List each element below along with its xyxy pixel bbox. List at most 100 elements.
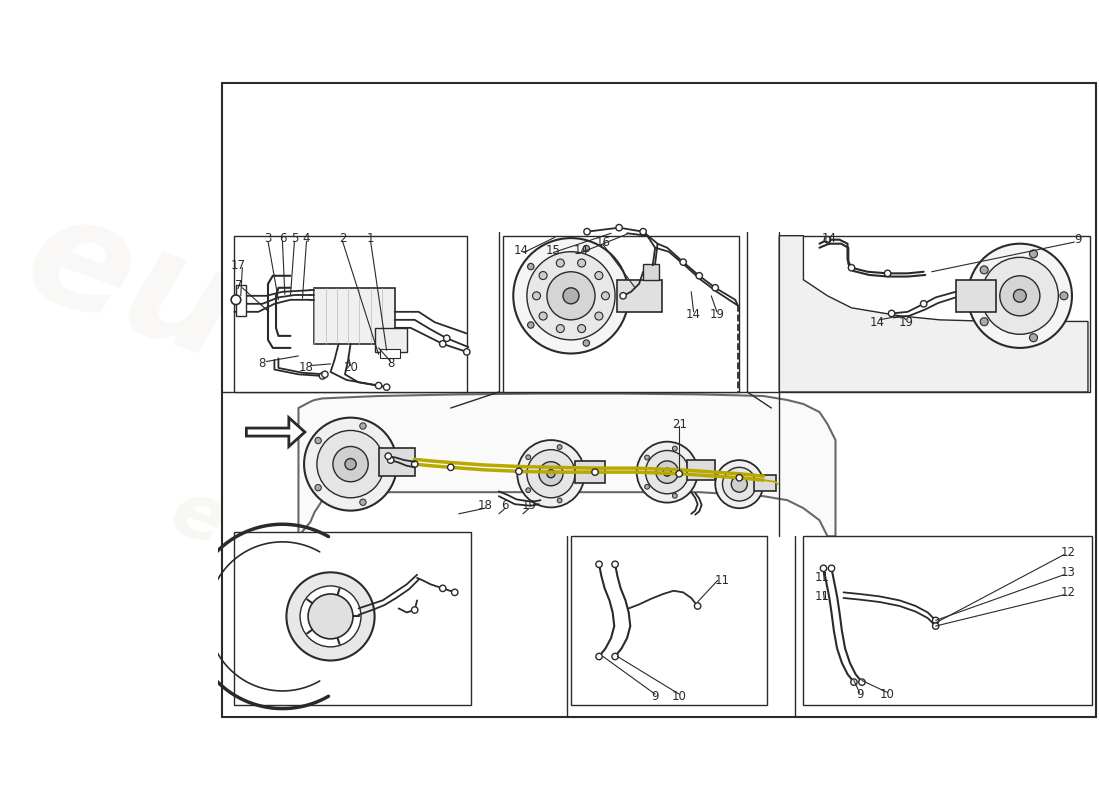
Circle shape xyxy=(440,585,446,591)
Text: 20: 20 xyxy=(343,362,358,374)
Circle shape xyxy=(1013,290,1026,302)
Circle shape xyxy=(1030,250,1037,258)
Circle shape xyxy=(411,461,418,467)
Circle shape xyxy=(696,273,703,279)
Circle shape xyxy=(315,438,321,444)
Bar xyxy=(378,448,415,476)
Circle shape xyxy=(848,265,855,271)
Circle shape xyxy=(558,498,562,503)
Circle shape xyxy=(452,589,458,595)
Circle shape xyxy=(300,586,361,647)
Bar xyxy=(644,264,659,280)
Circle shape xyxy=(528,322,534,328)
Circle shape xyxy=(595,271,603,279)
Circle shape xyxy=(576,471,582,476)
Circle shape xyxy=(360,499,366,506)
Text: 18: 18 xyxy=(299,362,314,374)
Circle shape xyxy=(1000,276,1040,316)
Circle shape xyxy=(231,295,241,305)
Bar xyxy=(503,236,739,392)
Circle shape xyxy=(304,418,397,510)
Circle shape xyxy=(968,244,1071,348)
Circle shape xyxy=(933,618,939,624)
Circle shape xyxy=(637,442,697,502)
Circle shape xyxy=(317,430,384,498)
Text: 10: 10 xyxy=(880,689,895,702)
Bar xyxy=(780,236,1090,392)
Circle shape xyxy=(723,467,756,501)
Circle shape xyxy=(715,460,763,508)
Text: 14: 14 xyxy=(822,231,837,245)
Circle shape xyxy=(602,292,609,300)
Circle shape xyxy=(645,484,649,489)
Circle shape xyxy=(308,594,353,639)
Circle shape xyxy=(387,457,394,463)
Bar xyxy=(754,474,777,490)
Text: 15: 15 xyxy=(546,244,561,257)
Bar xyxy=(381,349,400,358)
Bar xyxy=(803,536,1092,705)
Circle shape xyxy=(526,488,530,493)
Circle shape xyxy=(736,474,743,481)
Bar xyxy=(688,460,715,480)
Text: 9: 9 xyxy=(1074,233,1081,246)
Circle shape xyxy=(411,606,418,614)
Circle shape xyxy=(557,259,564,267)
Circle shape xyxy=(663,468,671,476)
Text: 18: 18 xyxy=(477,499,493,512)
Circle shape xyxy=(516,468,522,474)
Circle shape xyxy=(528,263,534,270)
Circle shape xyxy=(360,423,366,430)
Circle shape xyxy=(547,272,595,320)
Circle shape xyxy=(532,292,540,300)
Circle shape xyxy=(583,246,590,252)
Circle shape xyxy=(584,229,591,235)
Circle shape xyxy=(1030,334,1037,342)
Circle shape xyxy=(980,318,988,326)
Text: 16: 16 xyxy=(595,235,610,249)
Text: 12: 12 xyxy=(1060,546,1076,558)
Text: 12: 12 xyxy=(1060,586,1076,599)
Polygon shape xyxy=(780,236,1088,392)
Text: 11: 11 xyxy=(714,574,729,587)
Text: 7: 7 xyxy=(234,279,242,292)
Text: 14: 14 xyxy=(686,308,701,321)
Text: 3: 3 xyxy=(264,231,272,245)
Circle shape xyxy=(646,450,689,494)
Circle shape xyxy=(375,382,382,389)
Text: 11: 11 xyxy=(814,571,829,585)
Circle shape xyxy=(712,285,718,291)
Circle shape xyxy=(557,325,564,333)
Circle shape xyxy=(384,384,389,390)
Text: 6: 6 xyxy=(502,499,509,512)
Circle shape xyxy=(612,561,618,567)
Circle shape xyxy=(526,455,530,460)
Circle shape xyxy=(676,470,682,477)
Circle shape xyxy=(596,654,602,660)
Circle shape xyxy=(345,458,356,470)
Bar xyxy=(575,461,605,483)
Circle shape xyxy=(980,266,988,274)
Circle shape xyxy=(889,310,894,317)
Bar xyxy=(571,536,768,705)
Circle shape xyxy=(828,565,835,571)
Circle shape xyxy=(732,476,747,492)
Circle shape xyxy=(387,461,394,467)
Text: 11: 11 xyxy=(814,590,829,603)
Circle shape xyxy=(672,446,678,451)
Circle shape xyxy=(933,623,939,630)
Bar xyxy=(956,280,996,312)
Circle shape xyxy=(578,259,585,267)
Polygon shape xyxy=(298,394,836,536)
Text: 5: 5 xyxy=(290,231,298,245)
Text: 9: 9 xyxy=(651,690,659,703)
Bar xyxy=(234,236,466,392)
Bar xyxy=(235,286,245,316)
Text: a passion for parts since 1985: a passion for parts since 1985 xyxy=(465,428,837,549)
Circle shape xyxy=(321,606,340,626)
Text: 6: 6 xyxy=(278,231,286,245)
Circle shape xyxy=(850,679,857,686)
Circle shape xyxy=(286,572,375,661)
Circle shape xyxy=(617,293,624,299)
Circle shape xyxy=(583,340,590,346)
